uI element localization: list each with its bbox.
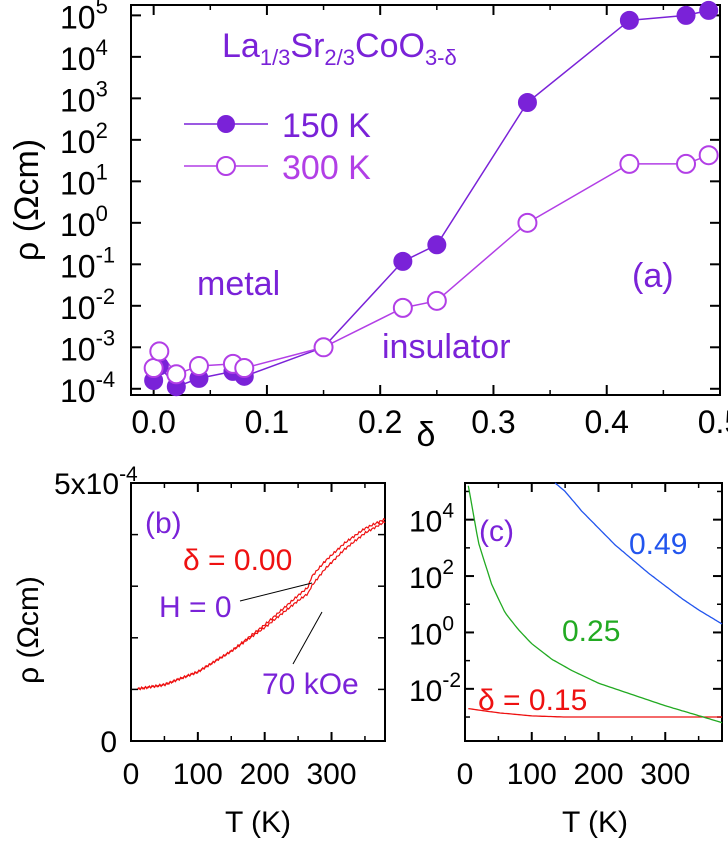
a-frame bbox=[130, 4, 721, 396]
c-tick-labels: 0 100 200 300 10-2 100 102 104 bbox=[409, 500, 690, 791]
panel-a: 0.0 0.1 0.2 0.3 0.4 0.5 10-410-310-210-1100101… bbox=[8, 0, 728, 454]
a-title-sub3: 3-δ bbox=[425, 45, 457, 70]
a-xlabel: δ bbox=[417, 416, 436, 454]
a-ytick-label: 10-2 bbox=[60, 284, 115, 326]
b-xtick-label: 200 bbox=[240, 758, 290, 791]
b-xlabel: T (K) bbox=[225, 806, 291, 839]
a-ytick-label: 10-4 bbox=[60, 367, 115, 409]
a-point-300K bbox=[188, 355, 209, 376]
c-ytick-label: 10-2 bbox=[409, 669, 461, 708]
b-pointer-h0 bbox=[239, 582, 313, 602]
legend-label-150k: 150 K bbox=[282, 107, 371, 145]
a-legend: 150 K 300 K bbox=[184, 107, 371, 187]
a-title-la: La bbox=[222, 27, 260, 65]
a-title-sr: Sr bbox=[290, 27, 324, 65]
c-panel-label: (c) bbox=[479, 515, 514, 548]
a-point-150K bbox=[676, 5, 696, 25]
c-xtick-label: 200 bbox=[573, 758, 623, 791]
c-curve-green bbox=[467, 485, 723, 724]
c-ytick-label: 102 bbox=[409, 556, 454, 595]
a-xtick-label: 0.1 bbox=[245, 404, 289, 440]
c-label-049: 0.49 bbox=[629, 528, 687, 561]
a-point-150K bbox=[699, 0, 719, 20]
b-series bbox=[137, 517, 386, 691]
a-xtick-label: 0.2 bbox=[358, 404, 402, 440]
a-point-300K bbox=[676, 153, 697, 174]
b-ytick-label-zero: 0 bbox=[100, 726, 117, 759]
a-xtick-label: 0.3 bbox=[471, 404, 515, 440]
b-annotation-delta: δ = 0.00 bbox=[183, 544, 292, 577]
c-label-025: 0.25 bbox=[562, 615, 620, 648]
a-point-150K bbox=[393, 251, 413, 271]
c-xtick-label: 100 bbox=[507, 758, 557, 791]
a-xtick-label: 0.5 bbox=[698, 404, 728, 440]
b-tick-labels: 0 100 200 300 0 5x10-4 bbox=[54, 463, 357, 791]
c-xlabel: T (K) bbox=[562, 806, 628, 839]
legend-marker-150k bbox=[217, 115, 235, 133]
a-title-sub2: 2/3 bbox=[324, 45, 355, 70]
a-ytick-label: 101 bbox=[60, 159, 108, 201]
a-xtick-label: 0.4 bbox=[584, 404, 628, 440]
a-title: La1/3Sr2/3CoO3-δ bbox=[222, 27, 457, 70]
a-point-300K bbox=[698, 145, 719, 166]
a-annotation-metal: metal bbox=[197, 265, 280, 303]
c-xtick-label: 0 bbox=[457, 758, 474, 791]
a-ytick-label: 100 bbox=[60, 201, 108, 243]
a-ytick-label: 10-3 bbox=[60, 325, 115, 367]
c-curve-red bbox=[468, 707, 722, 718]
legend-marker-300k bbox=[216, 156, 236, 176]
a-point-300K bbox=[517, 212, 538, 233]
b-panel-label: (b) bbox=[145, 507, 182, 540]
a-point-150K bbox=[619, 10, 639, 30]
b-annotation-h0: H = 0 bbox=[159, 591, 232, 624]
a-series bbox=[143, 0, 719, 397]
a-ytick-label: 104 bbox=[60, 35, 108, 77]
a-point-150K bbox=[517, 93, 537, 112]
a-ytick-label: 103 bbox=[60, 76, 108, 118]
a-point-300K bbox=[392, 297, 413, 318]
a-ylabel: ρ (Ωcm) bbox=[8, 139, 46, 261]
c-xtick-label: 300 bbox=[640, 758, 690, 791]
c-label-015: δ = 0.15 bbox=[478, 684, 587, 717]
b-annotation-70koe: 70 kOe bbox=[262, 668, 359, 701]
c-frame bbox=[464, 482, 723, 742]
a-point-300K bbox=[234, 358, 255, 379]
a-point-150K bbox=[427, 235, 447, 255]
b-xtick-label: 100 bbox=[173, 758, 223, 791]
b-ylabel: ρ (Ωcm) bbox=[12, 576, 45, 684]
a-ytick-label: 102 bbox=[60, 118, 108, 160]
legend-label-300k: 300 K bbox=[282, 149, 371, 187]
a-title-sub1: 1/3 bbox=[260, 45, 291, 70]
b-ytick-label-top: 5x10-4 bbox=[54, 463, 138, 501]
c-ytick-label: 104 bbox=[409, 500, 454, 539]
a-panel-label: (a) bbox=[632, 257, 674, 295]
c-ticks bbox=[464, 483, 722, 741]
a-annotation-insulator: insulator bbox=[382, 328, 511, 366]
c-ytick-label: 100 bbox=[409, 612, 454, 651]
panel-c: 0 100 200 300 10-2 100 102 104 (c) 0.49 0.25 δ … bbox=[409, 482, 723, 839]
a-xtick-label: 0.0 bbox=[131, 404, 175, 440]
c-curve-blue bbox=[554, 482, 723, 625]
b-curve-70kOe bbox=[137, 520, 386, 690]
b-xtick-label: 300 bbox=[306, 758, 356, 791]
a-point-300K bbox=[426, 290, 447, 311]
a-point-300K bbox=[619, 153, 640, 174]
c-series bbox=[467, 482, 723, 724]
b-frame bbox=[130, 482, 386, 742]
a-title-coo: CoO bbox=[355, 27, 425, 65]
a-ytick-label: 10-1 bbox=[60, 242, 115, 284]
a-point-300K bbox=[149, 341, 170, 362]
a-ytick-label: 105 bbox=[60, 0, 108, 35]
a-point-300K bbox=[143, 358, 164, 379]
a-point-300K bbox=[313, 337, 334, 358]
panel-b: 0 100 200 300 0 5x10-4 (b) δ = 0.00 H = 0 70 … bbox=[12, 463, 386, 839]
a-tick-labels: 0.0 0.1 0.2 0.3 0.4 0.5 10-410-310-210-1100101… bbox=[60, 0, 728, 440]
b-xtick-label: 0 bbox=[123, 758, 140, 791]
a-point-300K bbox=[166, 364, 187, 385]
b-pointer-70koe bbox=[292, 611, 323, 665]
